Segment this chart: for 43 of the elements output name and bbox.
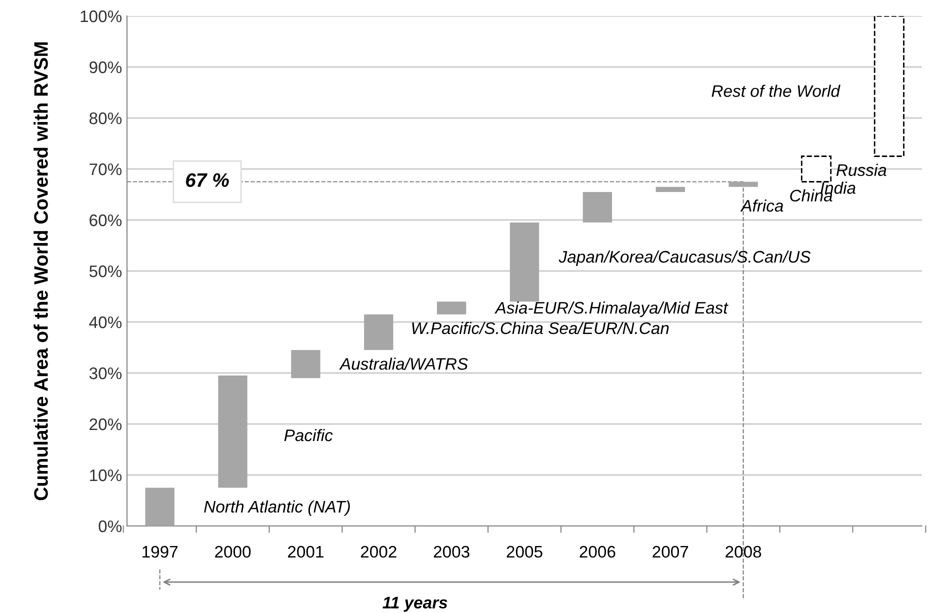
x-tick-label: 2003 [434, 546, 470, 558]
y-tick-label: 80% [90, 112, 122, 124]
y-tick-label: 20% [90, 418, 122, 430]
bar [364, 314, 394, 350]
x-tick-label: 2002 [360, 546, 396, 558]
y-tick-label: 10% [90, 469, 122, 482]
bar [874, 16, 904, 157]
annotation: Asia-EUR/S.Himalaya/Mid East [494, 301, 728, 318]
annotation: Pacific [284, 428, 333, 442]
bar [582, 192, 612, 223]
bar [145, 488, 174, 526]
bar [728, 182, 758, 187]
annotation: Africa [740, 199, 784, 212]
y-tick-label: 50% [89, 265, 122, 278]
x-tick-label: 2008 [726, 546, 762, 558]
bar [436, 302, 466, 314]
ref-line-label: 67 % [186, 173, 229, 187]
x-tick-label: 2001 [288, 546, 324, 558]
y-tick-label: 100% [80, 10, 122, 22]
y-tick-label: 30% [89, 367, 122, 380]
bar [800, 156, 832, 182]
y-tick-label: 60% [90, 214, 122, 226]
annotation: W.Pacific/S.China Sea/EUR/N.Can [412, 322, 669, 334]
bar [218, 376, 248, 488]
x-tick-label: 2007 [652, 546, 688, 558]
annotation: Australia/WATRS [339, 358, 468, 370]
y-tick-label: 90% [90, 61, 122, 74]
x-tick-label: 2000 [215, 546, 251, 558]
y-axis-title: Cumulative Area of the World Covered with RVSM [34, 42, 48, 500]
y-tick-label: 40% [89, 316, 122, 328]
annotation: Rest of the World [712, 84, 840, 97]
x-tick-label: 1997 [142, 546, 178, 558]
bar [510, 222, 540, 302]
annotation: Japan/Korea/Caucasus/S.Can/US [558, 250, 811, 266]
annotation: Russia [836, 164, 886, 176]
y-tick-label: 70% [90, 163, 122, 176]
x-tick-label: 2005 [506, 546, 542, 558]
x-tick-label: 2006 [580, 546, 616, 558]
bar [656, 186, 685, 192]
y-tick-label: 0% [98, 520, 122, 532]
bar [291, 350, 320, 378]
annotation: North Atlantic (NAT) [204, 500, 350, 516]
text: 11 years [382, 596, 448, 612]
